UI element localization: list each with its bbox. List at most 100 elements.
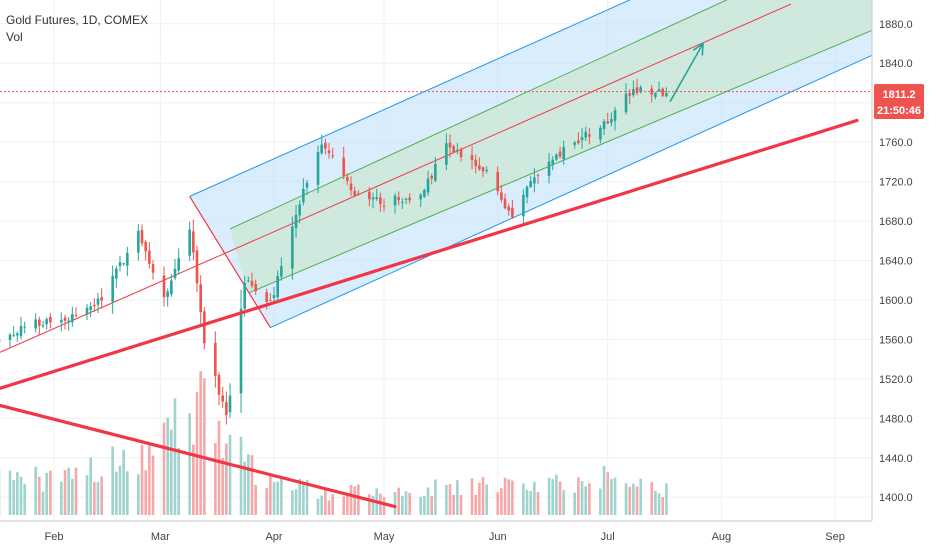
candle-body	[353, 190, 356, 196]
volume-bar	[34, 466, 37, 515]
pitchfork-lower-inner-line	[248, 29, 873, 294]
candle-body	[243, 282, 246, 309]
candle-body	[305, 182, 309, 188]
pitchfork-inner-zone	[230, 0, 872, 294]
bar-countdown: 21:50:46	[877, 105, 921, 117]
volume-bar	[63, 470, 67, 515]
candle-body	[401, 201, 404, 203]
time-axis[interactable]	[0, 521, 932, 550]
candle-body	[265, 292, 268, 302]
candle-body	[342, 157, 345, 176]
candle-body	[485, 170, 489, 172]
volume-bar	[177, 447, 180, 515]
volume-bar	[481, 477, 485, 515]
candle-body	[272, 295, 276, 299]
candle-body	[584, 131, 588, 138]
volume-bar	[45, 472, 48, 515]
volume-bar	[320, 495, 323, 515]
candle-body	[452, 146, 456, 153]
candle-body	[188, 229, 191, 256]
volume-bar	[500, 488, 503, 515]
volume-bar	[397, 487, 400, 515]
volume-bar	[408, 492, 411, 515]
volume-bar	[522, 483, 525, 515]
volume-bar	[89, 457, 92, 515]
candle-body	[203, 311, 206, 344]
candle-body	[89, 306, 92, 311]
trend-lines[interactable]	[0, 41, 859, 509]
volume-bar	[305, 479, 309, 515]
candle-body	[474, 159, 478, 166]
price-axis[interactable]	[872, 0, 932, 550]
volume-bar	[272, 482, 276, 515]
volume-bar	[280, 475, 283, 515]
candle-body	[536, 174, 540, 176]
candle-body	[496, 172, 500, 192]
volume-bar	[228, 434, 232, 515]
volume-bars	[0, 371, 668, 515]
volume-bar	[357, 484, 360, 515]
candle-body	[85, 307, 89, 315]
volume-bar	[624, 483, 628, 515]
volume-bar	[38, 476, 41, 515]
volume-bar	[665, 483, 668, 515]
candle-body	[100, 297, 103, 301]
candle-body	[111, 275, 114, 302]
volume-bar	[243, 461, 246, 515]
volume-bar	[298, 478, 301, 515]
symbol-title[interactable]: Gold Futures, 1D, COMEX	[6, 13, 149, 27]
volume-bar	[606, 472, 610, 515]
candle-body	[162, 275, 166, 298]
volume-bar	[536, 491, 540, 515]
candle-body	[533, 177, 536, 184]
volume-bar	[558, 481, 562, 515]
volume-bar	[602, 466, 606, 515]
projection-arrow-head	[692, 41, 704, 56]
volume-bar	[577, 477, 580, 515]
candle-body	[96, 298, 100, 305]
volume-bar	[661, 497, 665, 515]
pitchfork-channel[interactable]	[0, 0, 873, 364]
volume-bar	[628, 486, 632, 515]
time-axis-labels: Feb Mar Apr May Jun Jul Aug Sep	[45, 531, 845, 543]
volume-bar	[371, 495, 375, 515]
candle-body	[324, 142, 327, 149]
candle-body	[613, 110, 617, 121]
volume-bar	[650, 482, 654, 515]
volume-bar	[16, 472, 19, 515]
volume-bar	[423, 495, 426, 515]
candle-body	[588, 134, 591, 137]
candle-body	[503, 198, 507, 209]
volume-bar	[71, 478, 74, 515]
candle-body	[507, 206, 511, 211]
volume-bar	[100, 476, 103, 515]
price-tick-label: 1720.0	[879, 177, 913, 189]
candle-body	[195, 250, 199, 284]
time-tick-label: Mar	[151, 531, 170, 543]
volume-indicator-label[interactable]: Vol	[6, 30, 23, 44]
candle-body	[639, 87, 643, 93]
candle-body	[610, 118, 613, 123]
volume-bar	[401, 495, 404, 515]
candle-body	[170, 280, 173, 295]
volume-bar	[478, 482, 481, 515]
volume-bar	[111, 446, 114, 515]
time-tick-label: Jun	[489, 531, 507, 543]
volume-bar	[254, 484, 257, 515]
volume-bar	[331, 494, 334, 515]
candle-body	[478, 165, 481, 170]
volume-bar	[474, 494, 478, 515]
support-trend-line	[0, 118, 859, 390]
time-tick-label: Feb	[45, 531, 64, 543]
candle-body	[41, 325, 45, 327]
volume-bar	[166, 417, 169, 515]
candle-body	[225, 402, 228, 416]
volume-bar	[599, 488, 602, 515]
volume-bar	[96, 481, 100, 515]
candle-body	[12, 335, 15, 337]
volume-bar	[74, 467, 78, 515]
candle-body	[247, 280, 250, 282]
candle-body	[115, 268, 118, 279]
candle-body	[654, 93, 657, 97]
